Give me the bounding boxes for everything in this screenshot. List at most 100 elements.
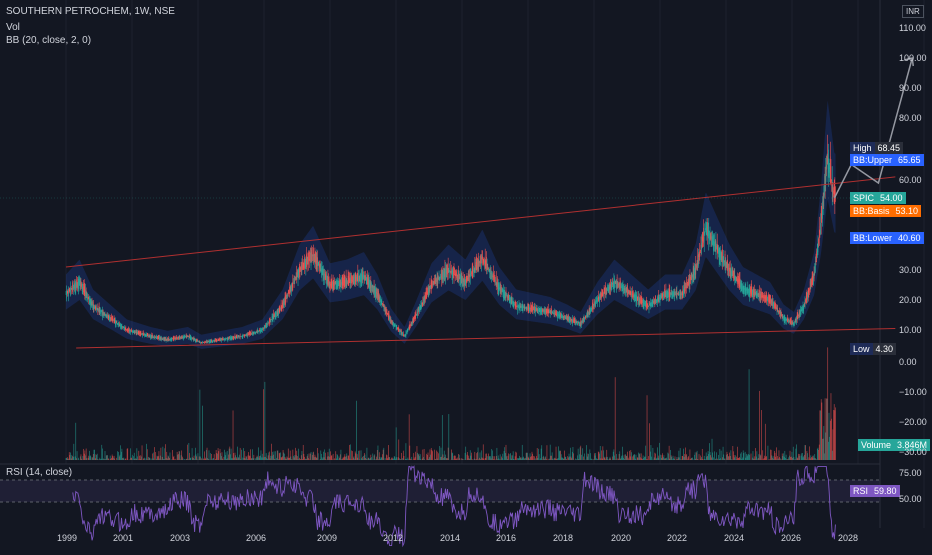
price-candle-body — [396, 325, 397, 329]
price-candle-body — [700, 250, 701, 251]
volume-bar — [683, 449, 684, 460]
price-candle-body — [621, 287, 622, 288]
volume-bar — [666, 458, 667, 460]
volume-bar — [83, 449, 84, 460]
price-candle-body — [551, 311, 552, 313]
volume-bar — [201, 458, 202, 460]
price-candle-body — [783, 318, 784, 319]
volume-bar — [668, 454, 669, 460]
volume-bar — [544, 459, 545, 460]
volume-bar — [253, 455, 254, 460]
volume-bar — [645, 446, 646, 460]
price-candle-body — [90, 298, 91, 304]
volume-bar — [148, 457, 149, 460]
volume-bar — [93, 454, 94, 460]
time-axis-tick: 2024 — [724, 533, 744, 543]
price-candle-body — [691, 277, 692, 278]
volume-bar — [113, 458, 114, 460]
price-candle-body — [212, 341, 213, 342]
volume-bar — [578, 449, 579, 460]
rsi-indicator-label[interactable]: RSI (14, close) — [6, 467, 72, 478]
price-candle-body — [241, 336, 242, 337]
price-candle-body — [783, 315, 784, 321]
price-candle-body — [519, 305, 520, 308]
currency-label[interactable]: INR — [902, 5, 924, 18]
volume-bar — [296, 451, 297, 460]
volume-bar — [802, 453, 803, 460]
volume-bar — [289, 458, 290, 460]
volume-bar — [456, 459, 457, 460]
volume-bar — [558, 458, 559, 460]
price-candle-body — [743, 286, 744, 291]
bollinger-indicator-label[interactable]: BB (20, close, 2, 0) — [6, 35, 91, 46]
price-candle-body — [456, 274, 457, 276]
price-candle-body — [276, 313, 277, 314]
price-candle-body — [314, 254, 315, 261]
price-candle-body — [478, 260, 479, 270]
volume-bar — [661, 458, 662, 460]
price-candle-body — [281, 303, 282, 310]
price-candle-body — [105, 313, 106, 316]
price-candle-body — [116, 321, 117, 324]
price-candle-body — [235, 336, 236, 339]
symbol-title[interactable]: SOUTHERN PETROCHEM, 1W, NSE — [6, 6, 175, 17]
volume-bar — [92, 457, 93, 460]
volume-bar — [440, 457, 441, 460]
volume-bar — [822, 403, 823, 460]
volume-bar — [365, 455, 366, 460]
price-candle-body — [256, 332, 257, 333]
price-candle-body — [773, 303, 774, 307]
price-candle-body — [122, 326, 123, 328]
volume-bar — [370, 458, 371, 460]
price-candle-body — [564, 315, 565, 318]
volume-bar — [302, 459, 303, 460]
price-candle-body — [129, 330, 130, 332]
price-candle-body — [490, 268, 491, 280]
volume-bar — [378, 459, 379, 460]
price-candle-body — [513, 302, 514, 305]
volume-bar — [577, 455, 578, 460]
volume-bar — [326, 459, 327, 460]
volume-bar — [743, 450, 744, 460]
price-candle-body — [494, 275, 495, 281]
volume-bar — [422, 459, 423, 460]
volume-bar — [90, 456, 91, 460]
price-candle-body — [721, 253, 722, 259]
high-badge-label: High — [850, 142, 875, 154]
price-candle-body — [749, 287, 750, 297]
price-candle-body — [578, 323, 579, 324]
volume-bar — [428, 453, 429, 460]
price-candle-body — [440, 277, 441, 278]
volume-bar — [640, 457, 641, 460]
volume-bar — [200, 390, 201, 460]
price-candle-body — [378, 293, 379, 299]
volume-indicator-label[interactable]: Vol — [6, 22, 20, 33]
volume-bar — [502, 458, 503, 460]
volume-bar — [632, 456, 633, 460]
price-candle-body — [413, 318, 414, 323]
volume-bar — [376, 457, 377, 460]
volume-bar — [80, 456, 81, 460]
volume-bar — [757, 459, 758, 460]
volume-bar — [97, 454, 98, 460]
volume-bar — [273, 455, 274, 460]
volume-bar — [790, 457, 791, 460]
volume-bar — [476, 459, 477, 460]
volume-bar — [446, 458, 447, 460]
volume-bar — [282, 456, 283, 460]
price-candle-body — [667, 292, 668, 298]
price-candle-body — [798, 313, 799, 319]
price-candle-body — [788, 319, 789, 321]
price-candle-body — [94, 305, 95, 309]
price-candle-body — [707, 222, 708, 236]
volume-bar — [247, 459, 248, 460]
